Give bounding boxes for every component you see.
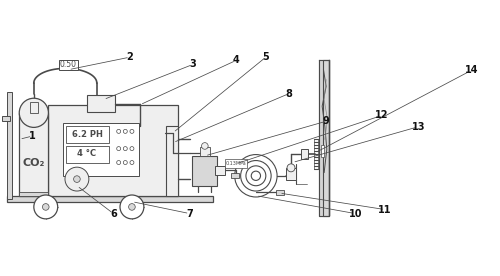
Text: 6: 6 xyxy=(110,209,116,219)
Text: 7: 7 xyxy=(186,209,193,219)
Bar xyxy=(48,105,178,196)
Text: 5: 5 xyxy=(262,52,269,62)
Bar xyxy=(301,149,308,158)
Circle shape xyxy=(202,143,208,149)
Bar xyxy=(192,156,217,186)
Text: CO₂: CO₂ xyxy=(22,158,45,168)
Bar xyxy=(200,147,210,156)
Text: 8: 8 xyxy=(286,89,292,99)
Bar xyxy=(276,190,284,195)
Text: 11: 11 xyxy=(378,205,392,214)
Bar xyxy=(30,102,38,113)
Circle shape xyxy=(42,204,49,210)
Bar xyxy=(59,60,78,70)
Text: 4 °C: 4 °C xyxy=(76,149,96,158)
Text: 1: 1 xyxy=(29,131,36,141)
Bar xyxy=(224,159,248,168)
Bar xyxy=(2,116,10,121)
Text: 0.13MPa: 0.13MPa xyxy=(226,161,246,166)
Bar xyxy=(321,145,324,156)
Text: 9: 9 xyxy=(322,116,329,126)
Text: 14: 14 xyxy=(464,65,478,75)
Text: 13: 13 xyxy=(412,122,425,132)
Circle shape xyxy=(128,204,135,210)
Bar xyxy=(232,173,239,178)
Text: 6.2 PH: 6.2 PH xyxy=(72,129,103,139)
Text: 4: 4 xyxy=(232,55,239,65)
Bar xyxy=(166,126,178,196)
Text: 2: 2 xyxy=(126,52,134,62)
Bar xyxy=(66,126,110,143)
Circle shape xyxy=(34,195,58,219)
Circle shape xyxy=(287,164,295,172)
Text: 12: 12 xyxy=(375,110,388,120)
Bar xyxy=(324,60,329,216)
Bar xyxy=(20,113,48,196)
Circle shape xyxy=(65,167,89,191)
Bar xyxy=(63,123,139,176)
Bar xyxy=(216,166,224,175)
Bar xyxy=(286,168,296,180)
Text: 3: 3 xyxy=(190,59,196,70)
Polygon shape xyxy=(319,60,329,216)
Circle shape xyxy=(120,195,144,219)
Bar xyxy=(329,60,330,216)
Text: 10: 10 xyxy=(348,209,362,219)
Bar xyxy=(87,95,115,112)
Text: 0.50: 0.50 xyxy=(60,60,77,69)
Circle shape xyxy=(20,98,48,128)
Bar xyxy=(66,146,110,163)
Circle shape xyxy=(74,176,80,182)
Bar xyxy=(20,192,48,196)
Bar xyxy=(8,92,12,199)
Bar xyxy=(8,196,213,202)
